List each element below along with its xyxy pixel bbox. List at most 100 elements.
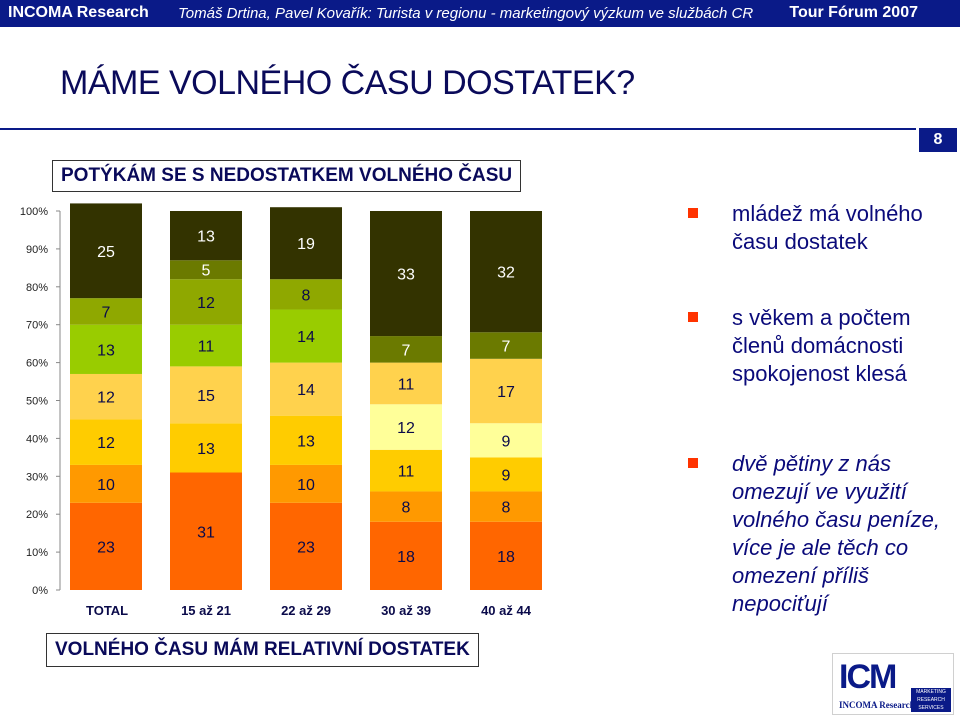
bar-segment [470, 457, 542, 492]
bar-segment [470, 491, 542, 522]
data-label: 11 [198, 339, 215, 356]
data-label: 23 [97, 539, 115, 556]
bar-segment [370, 449, 442, 492]
bar-segment [270, 309, 342, 363]
bar-segment [170, 472, 242, 590]
y-tick-label: 40% [26, 433, 48, 445]
data-label: 12 [397, 420, 415, 437]
bar-segment [70, 502, 142, 590]
header-right: Tour Fórum 2007 [789, 4, 918, 21]
bar-segment [370, 336, 442, 363]
y-tick-label: 10% [26, 547, 48, 559]
bar-segment [170, 423, 242, 473]
bullet-text: mládež má volného času dostatek [732, 201, 923, 254]
logo-mark: ICM [839, 658, 897, 696]
data-label: 32 [497, 265, 515, 282]
header-left: INCOMA Research [8, 4, 149, 21]
bottom-label: VOLNÉHO ČASU MÁM RELATIVNÍ DOSTATEK [46, 633, 479, 667]
bullet-text: s věkem a počtem členů domácnosti spokoj… [732, 305, 911, 386]
bar-segment [470, 521, 542, 590]
data-label: 33 [397, 267, 415, 284]
data-label: 17 [497, 384, 515, 401]
bar-segment [70, 464, 142, 503]
bar-segment [70, 324, 142, 374]
data-label: 13 [197, 229, 215, 246]
category-label: 22 až 29 [281, 603, 331, 618]
data-label: 15 [197, 388, 215, 405]
bar-segment [270, 362, 342, 416]
bar-segment [370, 362, 442, 405]
header-middle: Tomáš Drtina, Pavel Kovařík: Turista v r… [178, 5, 754, 22]
category-label: 30 až 39 [381, 603, 431, 618]
data-label: 10 [97, 477, 115, 494]
bar-segment [470, 332, 542, 359]
y-tick-label: 50% [26, 396, 48, 408]
y-tick-label: 90% [26, 244, 48, 256]
category-label: 40 až 44 [481, 603, 532, 618]
data-label: 12 [197, 295, 215, 312]
bar-segment [270, 279, 342, 310]
data-label: 7 [402, 342, 411, 359]
logo-side: MARKETING RESEARCH SERVICES [911, 688, 951, 712]
data-label: 11 [398, 376, 415, 393]
y-tick-label: 20% [26, 509, 48, 521]
company-logo: ICM MARKETING RESEARCH SERVICES INCOMA R… [832, 653, 954, 715]
bar-segment [170, 366, 242, 424]
data-label: 19 [297, 236, 315, 253]
data-label: 7 [102, 304, 111, 321]
y-tick-label: 0% [32, 585, 48, 597]
bar-segment [370, 404, 442, 450]
bar-segment [70, 203, 142, 299]
bar-segment [170, 279, 242, 325]
bullet-square-icon [688, 312, 698, 322]
y-tick-label: 100% [20, 206, 48, 218]
data-label: 13 [197, 441, 215, 458]
y-tick-label: 80% [26, 282, 48, 294]
data-label: 5 [202, 263, 211, 280]
logo-name: INCOMA Research [839, 700, 915, 710]
data-label: 13 [297, 433, 315, 450]
bar-segment [270, 207, 342, 280]
data-label: 23 [297, 539, 315, 556]
bar-segment [70, 419, 142, 465]
bar-segment [170, 260, 242, 280]
data-label: 18 [497, 549, 515, 566]
bar-segment [170, 324, 242, 367]
category-label: 15 až 21 [181, 603, 231, 618]
title-rule [0, 128, 916, 130]
page-title: MÁME VOLNÉHO ČASU DOSTATEK? [60, 64, 635, 102]
bar-segment [70, 373, 142, 420]
bar-segment [170, 211, 242, 261]
bar-segment [470, 211, 542, 333]
data-label: 14 [297, 329, 315, 346]
data-label: 9 [502, 467, 511, 484]
top-label: POTÝKÁM SE S NEDOSTATKEM VOLNÉHO ČASU [52, 160, 522, 192]
data-label: 31 [197, 524, 215, 541]
data-label: 25 [97, 244, 115, 261]
bar-segment [270, 464, 342, 503]
bar-segment [370, 521, 442, 590]
data-label: 18 [397, 549, 415, 566]
data-label: 11 [398, 464, 415, 481]
data-label: 9 [502, 433, 511, 450]
bullet-square-icon [688, 208, 698, 218]
data-label: 8 [402, 500, 411, 517]
bullet-square-icon [688, 458, 698, 468]
bar-segment [470, 423, 542, 458]
y-tick-label: 30% [26, 471, 48, 483]
data-label: 12 [97, 435, 115, 452]
header-bar: INCOMA Research Tomáš Drtina, Pavel Kova… [0, 0, 960, 27]
slide-number: 8 [919, 128, 957, 152]
bullet-text: dvě pětiny z nás omezují ve využití voln… [732, 451, 940, 616]
data-label: 13 [97, 342, 115, 359]
bar-segment [370, 491, 442, 522]
bar-segment [470, 358, 542, 424]
data-label: 10 [297, 477, 315, 494]
bar-segment [270, 502, 342, 590]
bar-segment [70, 298, 142, 325]
bar-segment [270, 415, 342, 465]
data-label: 8 [502, 500, 511, 517]
y-tick-label: 60% [26, 358, 48, 370]
data-label: 14 [297, 382, 315, 399]
data-label: 12 [97, 390, 115, 407]
